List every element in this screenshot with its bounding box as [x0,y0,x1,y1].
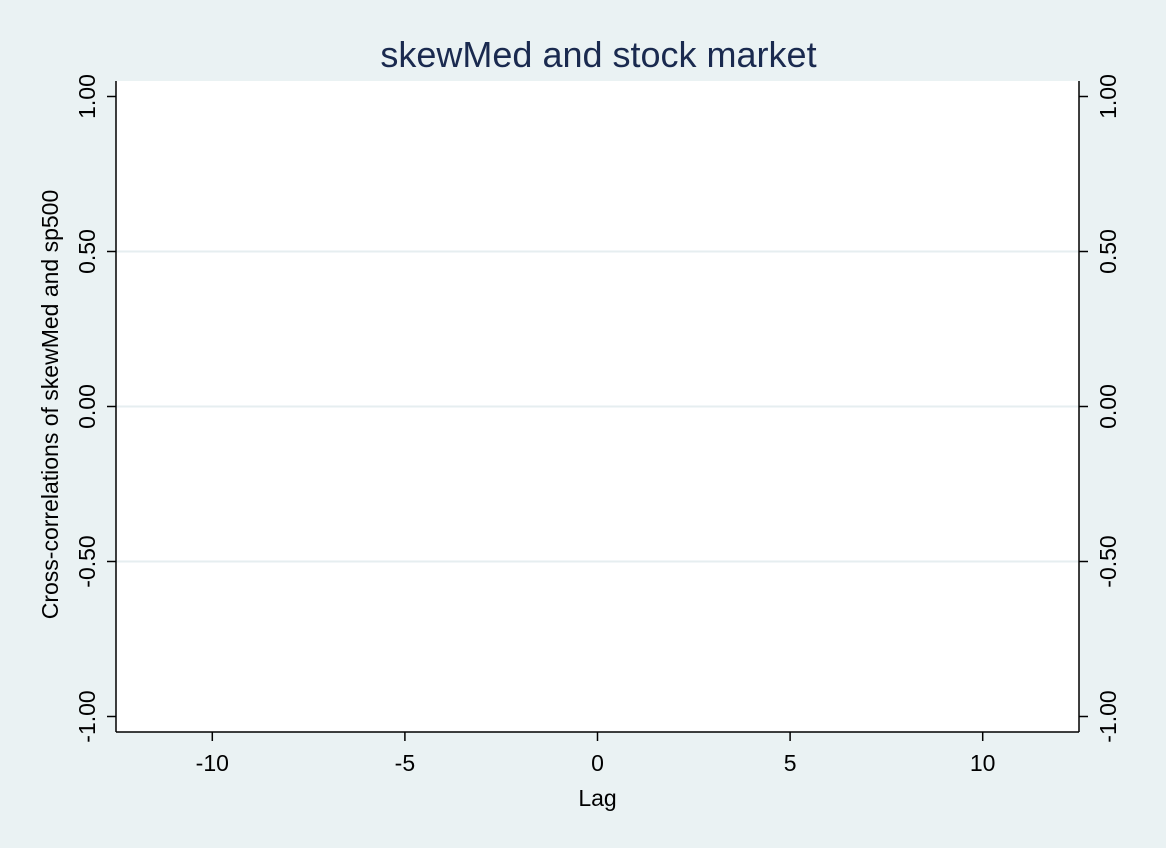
x-tick-label: 10 [970,750,996,776]
tick-labels: -10 -5 0 5 10 -1.00 -0.50 0.00 0.50 1.00 -1.00 -0.5… [74,74,1121,776]
x-tick-label: -5 [395,750,415,776]
left-y-tick-label: -1.00 [74,690,100,742]
x-tick-label: 5 [784,750,797,776]
left-y-tick-label: 0.00 [74,384,100,429]
x-axis-title: Lag [578,785,616,811]
right-y-tick-label: -0.50 [1095,535,1121,587]
x-tick-label: 0 [591,750,604,776]
y-axis-title: Cross-correlations of skewMed and sp500 [37,190,63,620]
right-y-tick-label: 0.00 [1095,384,1121,429]
tick-marks [107,95,1088,741]
right-y-tick-label: 0.50 [1095,229,1121,274]
left-y-tick-label: 0.50 [74,229,100,274]
right-y-tick-label: 1.00 [1095,74,1121,119]
left-y-tick-label: -0.50 [74,535,100,587]
right-y-tick-label: -1.00 [1095,690,1121,742]
x-tick-label: -10 [196,750,229,776]
left-y-tick-label: 1.00 [74,74,100,119]
chart-title: skewMed and stock market [380,34,816,75]
gridlines [116,250,1079,563]
